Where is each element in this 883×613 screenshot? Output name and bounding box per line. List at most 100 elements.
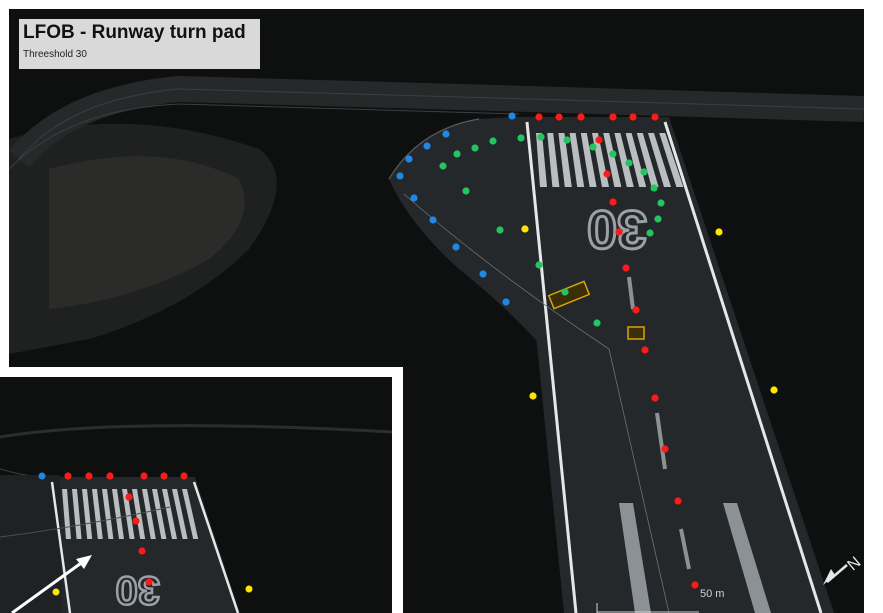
- turn-pad-light-green: [640, 168, 648, 176]
- runway-light-red: [535, 113, 543, 121]
- inset-runway-light-red: [125, 493, 133, 501]
- aerial-map: 30 N: [9, 9, 864, 613]
- threshold-bar: [569, 133, 585, 187]
- runway-light-red: [577, 113, 585, 121]
- turn-pad-light-green: [496, 226, 504, 234]
- inset-runway-light-red: [138, 547, 146, 555]
- inset-threshold-bar: [72, 489, 82, 539]
- taxiway-light-blue: [479, 270, 487, 278]
- threshold-bar: [648, 133, 671, 187]
- direction-arrow-icon: [11, 555, 92, 613]
- inset-yellow-light: [52, 588, 60, 596]
- taxiway-edge-lights-blue: [396, 112, 516, 306]
- turn-pad-pavement: [389, 117, 554, 349]
- turn-pad-light-green: [589, 143, 597, 151]
- runway-light-red: [555, 113, 563, 121]
- taxiway-light-blue: [452, 243, 460, 251]
- turn-pad-light-green: [561, 288, 569, 296]
- threshold-bar: [603, 133, 622, 187]
- inset-runway-designator: 30: [116, 568, 161, 612]
- runway-light-red: [629, 113, 637, 121]
- turn-pad-light-green: [489, 137, 497, 145]
- taxiway-light-blue: [502, 298, 510, 306]
- inset-threshold-bar: [122, 489, 135, 539]
- inset-frame: 30: [0, 377, 392, 613]
- inset-runway-light-red: [64, 472, 72, 480]
- runway-designator: 30: [587, 199, 647, 259]
- inset-runway-light-red: [160, 472, 168, 480]
- turn-pad-light-green: [646, 229, 654, 237]
- turn-pad-light-green: [439, 162, 447, 170]
- threshold-bar: [580, 133, 597, 187]
- runway-light-red: [691, 581, 699, 589]
- inset-runway-lights-red: [64, 472, 188, 586]
- taxiway-light-blue: [410, 194, 418, 202]
- inset-threshold-bar: [182, 489, 199, 539]
- centerline-dash: [679, 528, 691, 570]
- turn-pad-light-green: [453, 150, 461, 158]
- runway-light-red: [641, 346, 649, 354]
- guard-light-yellow: [770, 386, 778, 394]
- guard-light-yellow: [529, 392, 537, 400]
- taxiway-light-blue: [429, 216, 437, 224]
- turn-pad-light-green: [535, 261, 543, 269]
- turn-pad-light-green: [563, 136, 571, 144]
- inset-threshold-bar: [142, 489, 156, 539]
- inset-threshold-bar: [172, 489, 188, 539]
- runway-light-red: [595, 136, 603, 144]
- inset-runway-light-red: [145, 578, 153, 586]
- map-view-main: 30 N LFOB - Runway turn pad Threeshold 3…: [9, 9, 864, 613]
- inset-threshold-bar: [162, 489, 177, 539]
- guard-light-yellow: [715, 228, 723, 236]
- page-subtitle: Threeshold 30: [23, 49, 87, 60]
- runway-lights-red: [535, 113, 699, 589]
- runway-centerline: [627, 276, 691, 570]
- dry-grass-patch: [49, 156, 245, 309]
- taxiway-light-blue: [508, 112, 516, 120]
- turn-pad-light-green: [593, 319, 601, 327]
- threshold-bar: [659, 133, 684, 187]
- grass-patch: [9, 123, 277, 354]
- turn-pad-light-green: [517, 134, 525, 142]
- runway-light-red: [661, 445, 669, 453]
- inset-runway-light-red: [140, 472, 148, 480]
- touchdown-marking-left: [619, 503, 651, 613]
- turn-pad-centerline-lights-green: [439, 133, 665, 327]
- inset-threshold-bar: [82, 489, 93, 539]
- runway-edge-left: [525, 121, 578, 613]
- runway-light-red: [622, 264, 630, 272]
- turn-pad-light-green: [537, 133, 545, 141]
- touchdown-marking-right: [723, 503, 771, 613]
- turn-pad-light-green: [654, 215, 662, 223]
- title-box: LFOB - Runway turn pad Threeshold 30: [19, 19, 260, 69]
- runway-light-red: [651, 113, 659, 121]
- turn-pad-light-green: [609, 150, 617, 158]
- inset-runway-light-red: [106, 472, 114, 480]
- inset-runway-light-red: [85, 472, 93, 480]
- inset-yellow-light: [245, 585, 253, 593]
- turn-pad-light-green: [625, 159, 633, 167]
- road-edge: [18, 88, 864, 160]
- inset-threshold-bar: [152, 489, 167, 539]
- threshold-bar: [558, 133, 572, 187]
- runway-light-red: [603, 170, 611, 178]
- runway-light-red: [651, 394, 659, 402]
- threshold-bar: [614, 133, 634, 187]
- centerline-dash: [627, 276, 635, 310]
- taxiway-light-blue: [423, 142, 431, 150]
- taxiway-light-blue: [405, 155, 413, 163]
- taxiway-sign-small: [627, 326, 645, 340]
- threshold-bar: [547, 133, 560, 187]
- inset-runway-light-red: [132, 517, 140, 525]
- turn-pad-light-green: [462, 187, 470, 195]
- turn-pad-light-green: [657, 199, 665, 207]
- map-view-inset: 30: [0, 367, 403, 613]
- runway-light-red: [609, 113, 617, 121]
- inset-runway-light-red: [180, 472, 188, 480]
- inset-runway-edge-right: [192, 481, 240, 613]
- runway-light-red: [632, 306, 640, 314]
- runway-light-red: [674, 497, 682, 505]
- threshold-bar: [636, 133, 659, 187]
- inset-runway-edge-left: [50, 481, 72, 613]
- taxiway-light-blue: [396, 172, 404, 180]
